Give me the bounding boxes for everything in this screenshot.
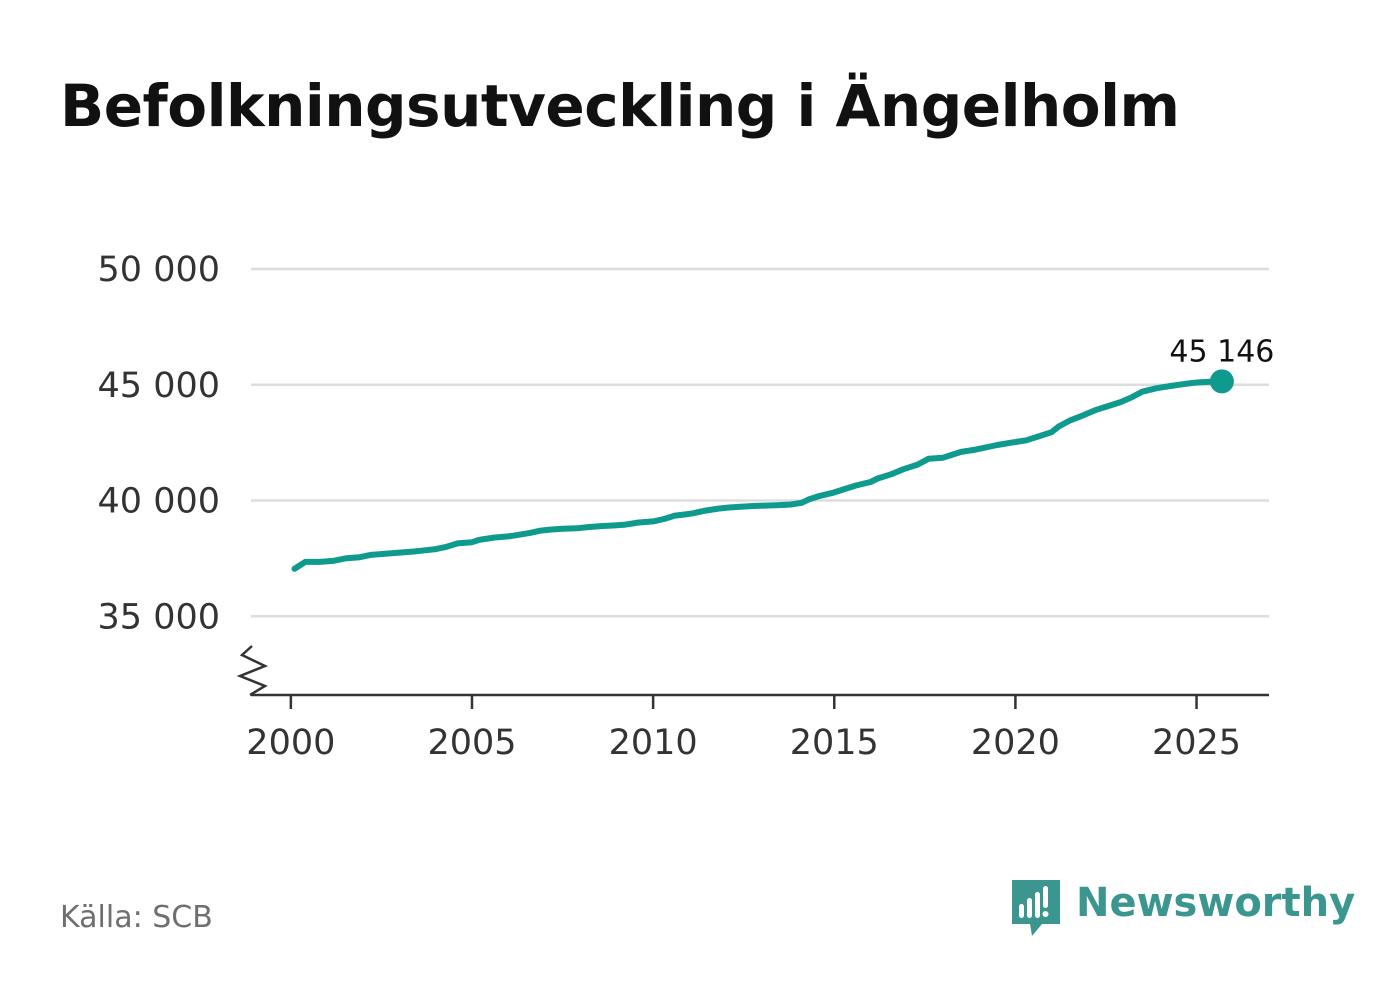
brand-logo[interactable]: Newsworthy xyxy=(1010,876,1355,942)
newsworthy-logo-icon xyxy=(1012,880,1060,936)
x-axis-ticks: 2000 2005 2010 2015 2020 2025 xyxy=(246,695,1241,763)
gridlines xyxy=(251,267,1269,618)
x-tick-label: 2015 xyxy=(790,723,879,763)
x-tick-label: 2020 xyxy=(971,723,1060,763)
y-tick-label: 50 000 xyxy=(98,250,220,290)
end-value-label: 45 146 xyxy=(1169,334,1274,369)
x-tick-label: 2000 xyxy=(246,723,335,763)
y-axis-ticks: 35 000 40 000 45 000 50 000 xyxy=(98,250,220,637)
x-tick-label: 2025 xyxy=(1152,723,1241,763)
axis-break-icon xyxy=(236,645,269,697)
x-tick-label: 2005 xyxy=(427,723,516,763)
chart-title: Befolkningsutveckling i Ängelholm xyxy=(60,72,1180,140)
source-note: Källa: SCB xyxy=(60,900,213,935)
x-tick-label: 2010 xyxy=(609,723,698,763)
y-tick-label: 45 000 xyxy=(98,366,220,406)
series-line xyxy=(291,378,1225,572)
end-point-marker xyxy=(1209,369,1234,394)
brand-name: Newsworthy xyxy=(1076,880,1356,926)
x-axis xyxy=(236,645,1269,697)
series: 45 146 xyxy=(291,334,1274,572)
y-tick-label: 35 000 xyxy=(98,597,220,637)
y-tick-label: 40 000 xyxy=(98,482,220,522)
